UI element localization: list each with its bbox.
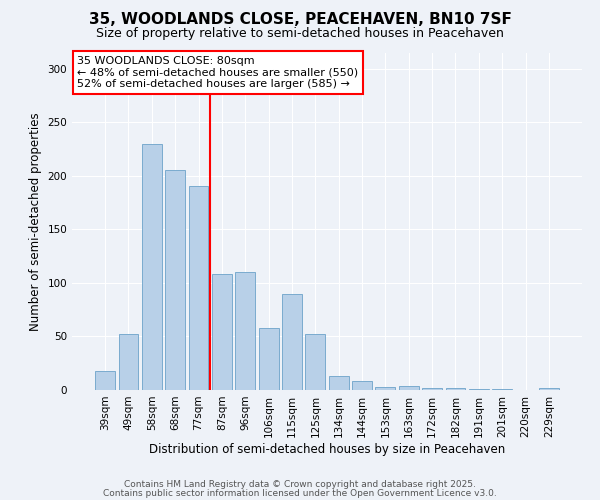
Text: Size of property relative to semi-detached houses in Peacehaven: Size of property relative to semi-detach… [96, 28, 504, 40]
Bar [376, 387, 395, 390]
Bar [188, 186, 208, 390]
Text: 35 WOODLANDS CLOSE: 80sqm
← 48% of semi-detached houses are smaller (550)
52% of: 35 WOODLANDS CLOSE: 80sqm ← 48% of semi-… [77, 56, 358, 89]
Bar [119, 334, 139, 390]
Bar [259, 328, 278, 390]
Bar [352, 382, 372, 390]
Bar [282, 294, 302, 390]
Bar [539, 388, 559, 390]
Bar [212, 274, 232, 390]
Bar [305, 334, 325, 390]
X-axis label: Distribution of semi-detached houses by size in Peacehaven: Distribution of semi-detached houses by … [149, 442, 505, 456]
Bar [422, 388, 442, 390]
Bar [165, 170, 185, 390]
Bar [142, 144, 162, 390]
Y-axis label: Number of semi-detached properties: Number of semi-detached properties [29, 112, 42, 330]
Text: Contains HM Land Registry data © Crown copyright and database right 2025.: Contains HM Land Registry data © Crown c… [124, 480, 476, 489]
Bar [399, 386, 419, 390]
Bar [95, 370, 115, 390]
Text: 35, WOODLANDS CLOSE, PEACEHAVEN, BN10 7SF: 35, WOODLANDS CLOSE, PEACEHAVEN, BN10 7S… [89, 12, 511, 28]
Bar [446, 388, 466, 390]
Bar [329, 376, 349, 390]
Text: Contains public sector information licensed under the Open Government Licence v3: Contains public sector information licen… [103, 488, 497, 498]
Bar [469, 389, 489, 390]
Bar [235, 272, 255, 390]
Bar [492, 389, 512, 390]
